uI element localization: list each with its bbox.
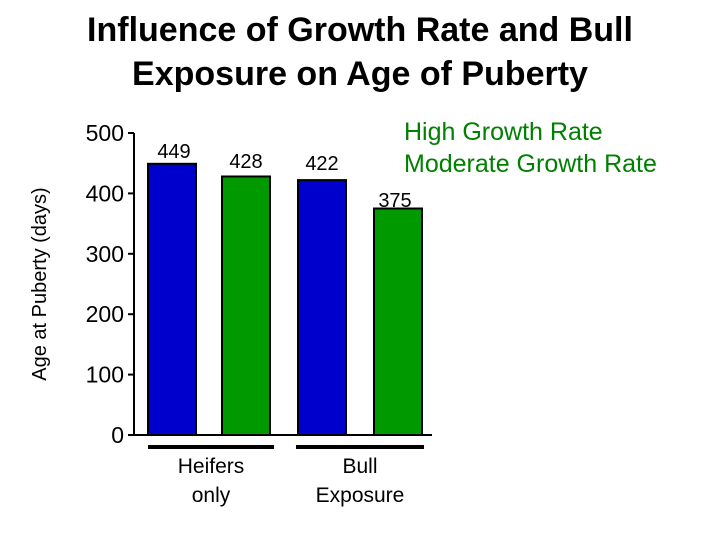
value-label-high-growth-group-1: 449 — [157, 141, 190, 163]
y-tick-label-200: 200 — [86, 301, 124, 327]
value-label-high-growth-group-2: 422 — [305, 153, 338, 175]
bar-high-growth-group-2 — [297, 179, 347, 436]
bar-moderate-growth-group-1 — [221, 175, 271, 436]
y-tick-label-300: 300 — [86, 241, 124, 267]
category-label-1-line-1: Heifers — [178, 455, 245, 478]
y-tick-label-400: 400 — [86, 180, 124, 206]
chart-title-line-1: Influence of Growth Rate and Bull — [87, 11, 633, 49]
category-label-2-line-2: Exposure — [316, 484, 405, 507]
category-label-1-line-2: only — [192, 484, 231, 507]
bar-high-growth-group-1 — [147, 162, 197, 437]
legend-entry-moderate-growth-rate: Moderate Growth Rate — [404, 150, 657, 178]
chart-title: Influence of Growth Rate and Bull Exposu… — [0, 8, 720, 96]
y-tick-label-500: 500 — [86, 120, 124, 146]
y-axis-title: Age at Puberty (days) — [29, 187, 51, 380]
y-tick-label-0: 0 — [111, 422, 124, 448]
value-label-moderate-growth-group-2: 375 — [378, 190, 411, 212]
legend-entry-high-growth-rate: High Growth Rate — [404, 118, 603, 146]
y-tick-label-100: 100 — [86, 362, 124, 388]
bar-moderate-growth-group-2 — [373, 207, 423, 436]
category-label-2-line-1: Bull — [342, 455, 377, 478]
value-label-moderate-growth-group-1: 428 — [229, 151, 262, 173]
chart-title-line-2: Exposure on Age of Puberty — [132, 55, 588, 93]
